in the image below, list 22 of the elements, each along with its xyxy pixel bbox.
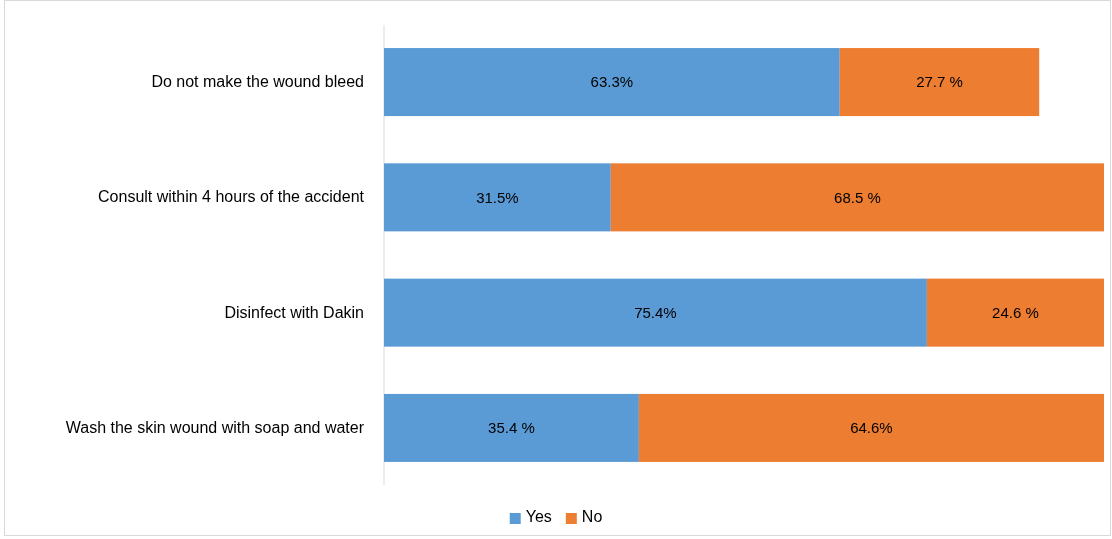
y-tick-label: Do not make the wound bleed bbox=[151, 73, 364, 91]
data-label: 75.4% bbox=[634, 303, 677, 321]
data-label: 63.3% bbox=[590, 73, 634, 91]
bar bbox=[384, 163, 611, 232]
y-tick-label: Consult within 4 hours of the accident bbox=[98, 188, 365, 206]
bar bbox=[610, 163, 1104, 232]
bar bbox=[926, 278, 1104, 347]
data-label: 24.6 % bbox=[992, 303, 1039, 321]
data-label: 31.5% bbox=[476, 188, 519, 206]
bar bbox=[384, 278, 927, 347]
bar bbox=[384, 393, 639, 462]
data-label: 35.4 % bbox=[488, 419, 535, 437]
bar bbox=[839, 48, 1040, 117]
legend-label: Yes bbox=[525, 508, 552, 525]
y-tick-label: Disinfect with Dakin bbox=[224, 303, 364, 321]
data-label: 68.5 % bbox=[834, 188, 881, 206]
legend-label: No bbox=[581, 508, 603, 525]
data-label: 27.7 % bbox=[916, 73, 963, 91]
y-tick-label: Wash the skin wound with soap and water bbox=[65, 419, 365, 437]
bar bbox=[384, 48, 840, 117]
bar bbox=[638, 393, 1104, 462]
data-label: 64.6% bbox=[850, 419, 893, 437]
